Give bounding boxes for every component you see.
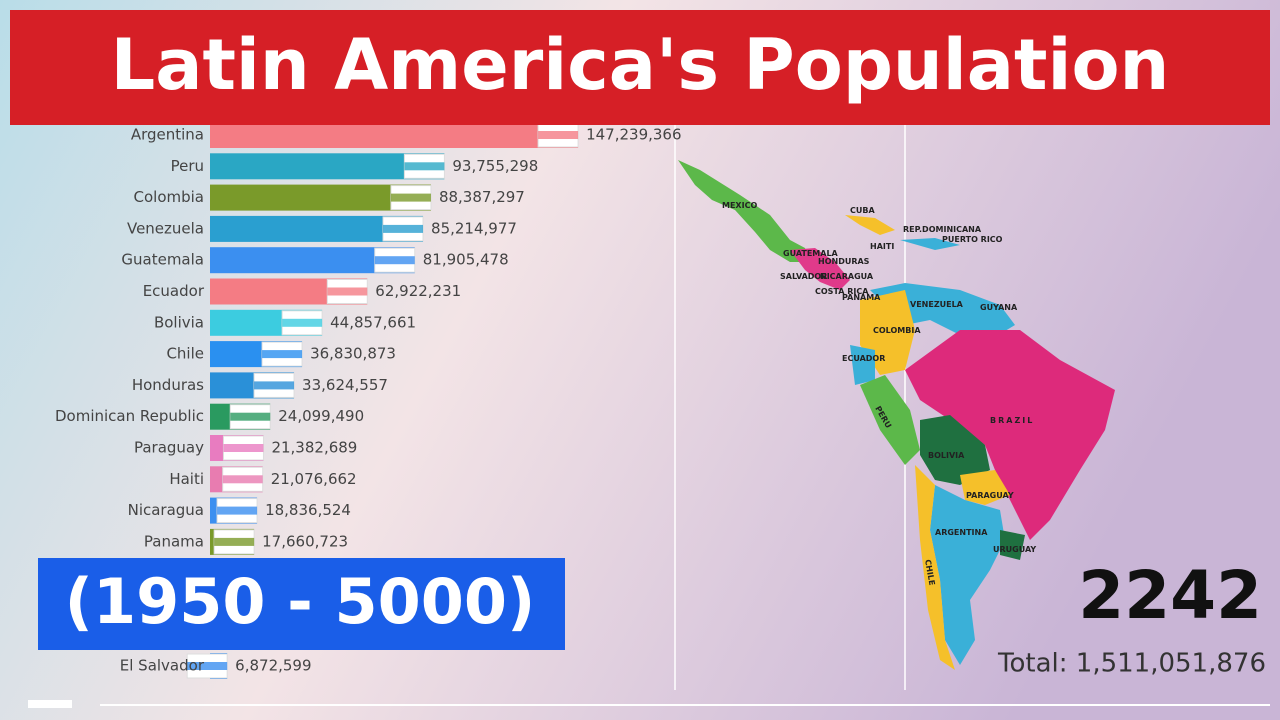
map-label: BOLIVIA — [928, 451, 965, 460]
category-label: Honduras — [132, 376, 204, 394]
map-shape — [960, 470, 1010, 505]
map: MEXICO CUBA REP.DOMINICANA PUERTO RICO H… — [678, 160, 1115, 670]
category-label: Bolivia — [154, 313, 204, 331]
flag-stripe — [383, 224, 424, 233]
category-label: Haiti — [169, 470, 204, 488]
value-label: 62,922,231 — [375, 282, 461, 300]
map-label: VENEZUELA — [910, 300, 964, 309]
title-box — [10, 10, 1270, 125]
flag-stripe — [187, 662, 228, 670]
map-label: ECUADOR — [842, 354, 885, 363]
category-label: Nicaragua — [128, 501, 204, 519]
category-label: Dominican Republic — [55, 407, 204, 425]
map-label: COSTA RICA — [815, 287, 869, 296]
subtitle-box — [38, 558, 565, 650]
map-shape — [790, 248, 850, 290]
map-shape — [860, 375, 920, 465]
map-label: CHILE — [923, 559, 936, 586]
map-shape — [850, 345, 875, 385]
value-label: 36,830,873 — [310, 345, 396, 363]
flag-stripe — [538, 131, 579, 139]
flag-stripe — [404, 162, 445, 171]
flag-stripe — [217, 506, 258, 515]
map-shape — [915, 465, 955, 670]
map-label: HONDURAS — [818, 257, 870, 266]
map-label: HAITI — [870, 242, 894, 251]
category-label: El Salvador — [120, 657, 205, 675]
value-label: 18,836,524 — [265, 501, 351, 519]
flag-stripe — [327, 287, 368, 296]
flag-stripe — [282, 318, 323, 327]
map-shape — [845, 215, 895, 235]
map-label: CUBA — [850, 206, 875, 215]
category-label: Argentina — [131, 126, 204, 144]
bar — [210, 122, 579, 148]
map-label: COLOMBIA — [873, 326, 921, 335]
bars: Argentina 147,239,366 Peru 93,755,298 Colomb… — [55, 122, 682, 679]
value-label: 21,076,662 — [271, 470, 357, 488]
map-label: SALVADOR — [780, 272, 827, 281]
map-shape — [900, 238, 960, 250]
map-shape — [905, 330, 1115, 540]
total-label: Total: 1,511,051,876 — [997, 649, 1266, 679]
flag-stripe — [214, 537, 255, 546]
value-label: 6,872,599 — [235, 657, 311, 675]
year-label: 2242 — [1078, 557, 1262, 634]
category-label: Chile — [166, 345, 204, 363]
value-label: 21,382,689 — [271, 439, 357, 457]
value-label: 33,624,557 — [302, 376, 388, 394]
category-label: Panama — [144, 532, 204, 550]
flag-stripe — [390, 193, 431, 202]
value-label: 85,214,977 — [431, 219, 517, 237]
category-label: Venezuela — [127, 219, 204, 237]
chart-title: Latin America's Population — [111, 24, 1170, 106]
category-label: Colombia — [134, 188, 205, 206]
flag-stripe — [374, 256, 415, 265]
map-shape — [678, 160, 810, 262]
category-label: Paraguay — [134, 439, 204, 457]
flag-stripe — [254, 381, 295, 390]
value-label: 81,905,478 — [423, 251, 509, 269]
map-label: MEXICO — [722, 201, 757, 210]
category-label: Peru — [171, 157, 204, 175]
timeline-handle — [28, 700, 72, 708]
category-label: Ecuador — [143, 282, 205, 300]
map-label: URUGUAY — [993, 545, 1036, 554]
map-label: PARAGUAY — [966, 491, 1014, 500]
value-label: 93,755,298 — [452, 157, 538, 175]
flag-stripe — [262, 350, 303, 359]
flag-stripe — [222, 475, 263, 484]
value-label: 24,099,490 — [278, 407, 364, 425]
map-shape — [920, 415, 990, 485]
map-label: GUATEMALA — [783, 249, 839, 258]
map-label: PUERTO RICO — [942, 235, 1003, 244]
flag-stripe — [223, 444, 264, 452]
map-shape — [1000, 530, 1025, 560]
value-label: 147,239,366 — [586, 126, 681, 144]
map-label: GUYANA — [980, 303, 1018, 312]
map-label: ARGENTINA — [935, 528, 988, 537]
category-label: Guatemala — [121, 251, 204, 269]
value-label: 17,660,723 — [262, 532, 348, 550]
subtitle: (1950 - 5000) — [65, 565, 536, 638]
value-label: 88,387,297 — [439, 188, 525, 206]
value-label: 44,857,661 — [330, 313, 416, 331]
map-label: REP.DOMINICANA — [903, 225, 982, 234]
map-label: PANAMA — [842, 293, 881, 302]
map-shape — [930, 485, 1005, 665]
map-label: BRAZIL — [990, 416, 1034, 425]
flag-stripe — [230, 412, 271, 421]
map-label: NICARAGUA — [820, 272, 874, 281]
